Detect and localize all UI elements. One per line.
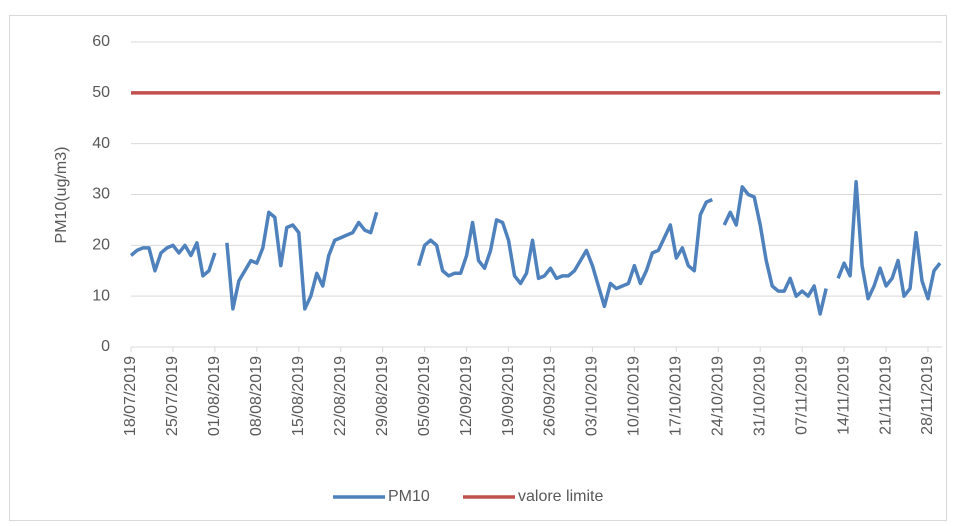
x-tick-label: 08/08/2019 [248, 356, 265, 436]
x-tick-label: 22/08/2019 [332, 356, 349, 436]
chart-frame [9, 15, 947, 521]
y-tick-label: 0 [101, 338, 110, 355]
y-axis-title: PM10(ug/m3) [53, 147, 70, 244]
x-tick-label: 07/11/2019 [793, 356, 810, 435]
legend-label: PM10 [388, 488, 430, 505]
y-tick-label: 20 [92, 237, 110, 254]
x-tick-label: 18/07/2019 [122, 356, 139, 436]
x-tick-label: 19/09/2019 [500, 356, 517, 436]
legend-label: valore limite [518, 488, 603, 505]
x-tick-label: 12/09/2019 [458, 356, 475, 436]
x-tick-label: 24/10/2019 [709, 356, 726, 436]
y-tick-label: 50 [92, 84, 110, 101]
x-tick-label: 21/11/2019 [877, 356, 894, 435]
x-tick-label: 10/10/2019 [626, 356, 643, 436]
y-tick-label: 30 [92, 186, 110, 203]
y-tick-label: 60 [92, 33, 110, 50]
x-tick-label: 01/08/2019 [206, 356, 223, 436]
x-tick-label: 15/08/2019 [290, 356, 307, 436]
x-tick-label: 03/10/2019 [584, 356, 601, 436]
x-tick-label: 29/08/2019 [374, 356, 391, 436]
x-tick-label: 25/07/2019 [164, 356, 181, 436]
x-tick-label: 26/09/2019 [542, 356, 559, 436]
x-tick-label: 31/10/2019 [751, 356, 768, 436]
y-tick-label: 10 [92, 287, 110, 304]
y-tick-label: 40 [92, 135, 110, 152]
x-tick-label: 17/10/2019 [668, 356, 685, 436]
data-line [129, 180, 942, 316]
x-tick-label: 14/11/2019 [835, 356, 852, 435]
x-tick-label: 28/11/2019 [919, 356, 936, 435]
x-tick-label: 05/09/2019 [416, 356, 433, 436]
